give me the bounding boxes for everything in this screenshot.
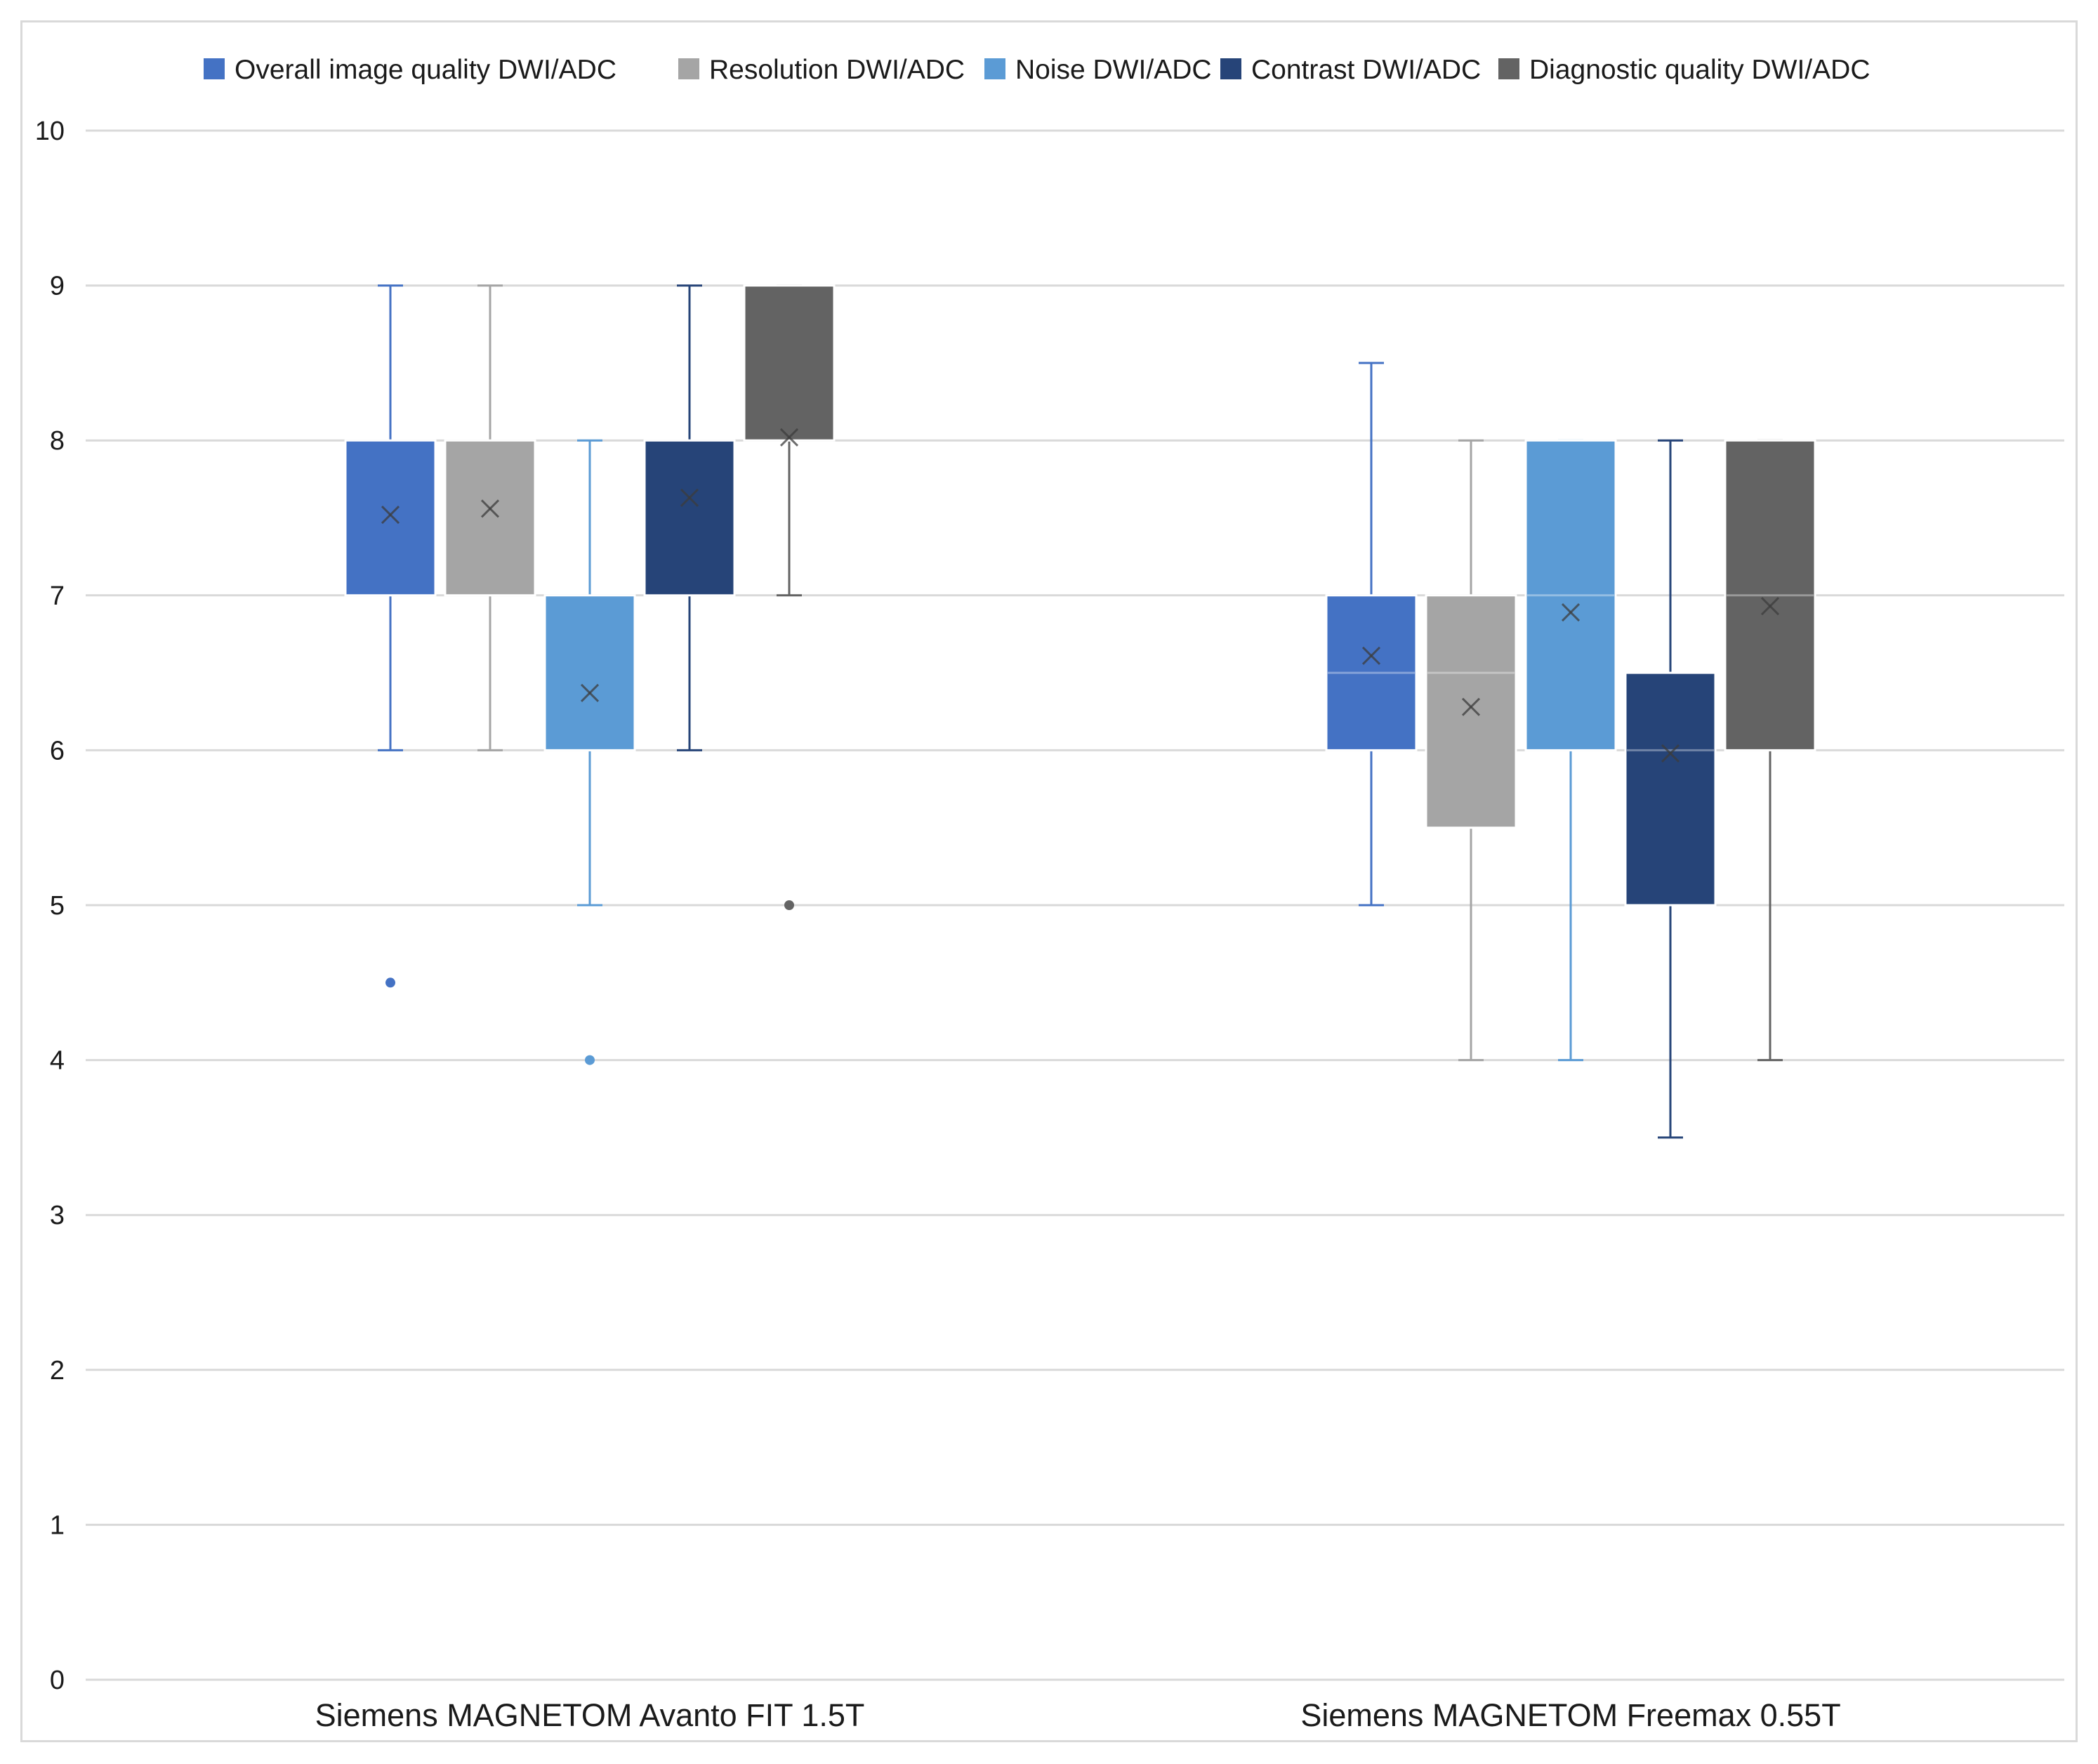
mean-marker: [580, 683, 600, 702]
y-tick-label: 9: [50, 272, 65, 301]
box-3-1: [1624, 439, 1717, 1139]
legend-swatch: [1498, 58, 1519, 79]
legend-item: Noise DWI/ADC: [984, 55, 1212, 85]
legend-label: Diagnostic quality DWI/ADC: [1529, 55, 1870, 85]
boxes: [344, 284, 1816, 1139]
legend-swatch: [678, 58, 699, 79]
outlier-point: [585, 1055, 595, 1065]
mean-marker: [680, 488, 699, 507]
box-iqr: [344, 439, 437, 597]
mean-marker: [1361, 646, 1381, 665]
mean-marker: [480, 499, 500, 518]
legend-swatch: [984, 58, 1005, 79]
outlier-point: [784, 900, 794, 910]
box-1-0: [444, 284, 536, 751]
box-4-0: [743, 284, 836, 910]
box-0-0: [344, 284, 437, 988]
mean-marker: [1661, 744, 1680, 763]
mean-marker: [1461, 697, 1481, 716]
chart-frame: [20, 20, 2078, 1742]
legend-label: Overall image quality DWI/ADC: [235, 55, 616, 85]
mean-marker: [381, 506, 400, 525]
axes: 0 1 2 3 4 5 6 7 8 9 10 Siemens MAGNETOM Avanto FIT …: [35, 117, 1841, 1733]
mean-marker: [779, 428, 799, 447]
box-1-1: [1425, 439, 1517, 1062]
legend-label: Resolution DWI/ADC: [709, 55, 965, 85]
legend-swatch: [1220, 58, 1241, 79]
box-iqr: [643, 439, 736, 597]
legend-item: Diagnostic quality DWI/ADC: [1498, 55, 1870, 85]
legend-item: Contrast DWI/ADC: [1220, 55, 1481, 85]
y-tick-label: 5: [50, 891, 65, 921]
y-tick-label: 7: [50, 581, 65, 611]
outlier-point: [385, 978, 395, 988]
box-0-1: [1325, 362, 1418, 907]
box-iqr: [1624, 671, 1717, 907]
y-tick-label: 4: [50, 1046, 65, 1076]
y-tick-label: 3: [50, 1201, 65, 1230]
box-4-1: [1724, 439, 1816, 1062]
legend-label: Noise DWI/ADC: [1015, 55, 1212, 85]
x-category-label: Siemens MAGNETOM Freemax 0.55T: [1300, 1697, 1840, 1733]
box-iqr: [743, 284, 836, 442]
box-iqr: [444, 439, 536, 597]
box-iqr: [1325, 594, 1418, 751]
y-tick-label: 1: [50, 1510, 65, 1540]
box-iqr: [1524, 439, 1617, 751]
box-2-0: [543, 439, 636, 1065]
x-category-label: Siemens MAGNETOM Avanto FIT 1.5T: [315, 1697, 865, 1733]
legend-swatch: [204, 58, 225, 79]
y-tick-label: 10: [35, 117, 65, 146]
legend-label: Contrast DWI/ADC: [1251, 55, 1481, 85]
y-tick-label: 2: [50, 1356, 65, 1385]
mean-marker: [1561, 603, 1581, 622]
box-3-0: [643, 284, 736, 751]
box-iqr: [543, 594, 636, 751]
y-tick-label: 6: [50, 736, 65, 765]
mean-marker: [1760, 597, 1780, 616]
y-tick-label: 8: [50, 426, 65, 456]
box-iqr: [1724, 439, 1816, 751]
legend: Overall image quality DWI/ADC Resolution …: [204, 55, 1870, 85]
legend-item: Overall image quality DWI/ADC: [204, 55, 616, 85]
gridlines: [86, 129, 2064, 1681]
box-2-1: [1524, 439, 1617, 1062]
box-iqr: [1425, 594, 1517, 829]
legend-item: Resolution DWI/ADC: [678, 55, 965, 85]
y-tick-label: 0: [50, 1666, 65, 1695]
